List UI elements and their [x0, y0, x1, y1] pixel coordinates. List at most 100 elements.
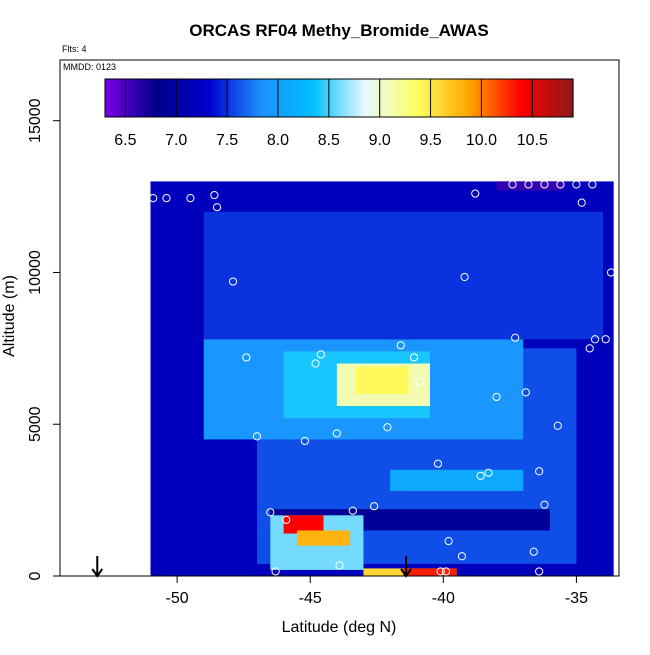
colorbar-segment: [296, 79, 301, 117]
sample-point: [370, 502, 379, 511]
colorbar-segment: [553, 79, 558, 117]
colorbar-segment: [210, 79, 215, 117]
colorbar-segment: [319, 79, 324, 117]
sample-point: [228, 277, 238, 286]
colorbar-segment: [452, 79, 457, 117]
colorbar-segment: [393, 79, 399, 117]
sample-point: [444, 536, 453, 546]
colorbar-segment: [339, 79, 344, 117]
sample-point: [396, 341, 405, 350]
colorbar-segment: [432, 79, 438, 117]
colorbar-segment: [105, 79, 110, 117]
colorbar-segment: [171, 79, 176, 117]
colorbar-segment: [374, 79, 379, 117]
sample-point: [529, 547, 538, 556]
sample-point: [460, 272, 469, 282]
sample-point: [186, 194, 195, 203]
colorbar-segment: [378, 79, 383, 117]
field-cell: [403, 568, 457, 576]
colorbar-segment: [222, 79, 227, 117]
colorbar-segment: [358, 79, 363, 117]
colorbar-segment: [424, 79, 430, 117]
colorbar-segment: [261, 79, 266, 117]
colorbar-segment: [506, 79, 512, 117]
colorbar-segment: [448, 79, 453, 117]
colorbar-segment: [163, 79, 168, 117]
y-tick-label: 10000: [27, 250, 44, 295]
colorbar-segment: [190, 79, 196, 117]
colorbar-segment: [124, 79, 129, 117]
colorbar-segment: [288, 79, 293, 117]
colorbar-segment: [272, 79, 278, 117]
sample-point: [210, 190, 219, 200]
colorbar-segment: [198, 79, 204, 117]
sample-point: [409, 353, 419, 362]
colorbar-segment: [179, 79, 184, 117]
colorbar: 6.5 7.0 7.5 8.0 8.5 9.0 9.5 10.0 10.5: [104, 78, 574, 149]
colorbar-segment: [159, 79, 165, 117]
colorbar-segment: [381, 79, 387, 117]
colorbar-segment: [354, 79, 360, 117]
colorbar-tick-label: 8.5: [318, 132, 340, 149]
colorbar-tick-label: 10.0: [466, 132, 497, 149]
colorbar-segment: [249, 79, 254, 117]
sample-point: [441, 567, 451, 576]
colorbar-segment: [362, 79, 367, 117]
colorbar-segment: [284, 79, 289, 117]
colorbar-segment: [405, 79, 410, 117]
y-tick-label: 0: [27, 571, 44, 580]
sample-point: [332, 429, 341, 438]
colorbar-segment: [495, 79, 500, 117]
sample-point: [508, 180, 517, 189]
colorbar-tick-label: 7.5: [216, 132, 238, 149]
colorbar-segment: [471, 79, 477, 117]
colorbar-segment: [175, 79, 180, 117]
colorbar-tick-label: 8.0: [267, 132, 289, 149]
colorbar-segment: [510, 79, 516, 117]
sample-point: [252, 432, 262, 441]
sample-point: [601, 335, 610, 344]
date-annotation: MMDD: 0123: [63, 62, 116, 72]
colorbar-segment: [128, 79, 133, 117]
x-axis-label: Latitude (deg N): [282, 619, 397, 636]
chart-title: ORCAS RF04 Methy_Bromide_AWAS: [189, 21, 488, 40]
colorbar-segment: [202, 79, 207, 117]
colorbar-segment: [346, 79, 352, 117]
sample-point: [577, 198, 586, 207]
colorbar-segment: [463, 79, 469, 117]
colorbar-segment: [151, 79, 157, 117]
sample-point: [492, 392, 501, 402]
sample-point: [590, 335, 600, 344]
colorbar-segment: [108, 79, 114, 117]
x-tick-label: -50: [166, 590, 189, 607]
colorbar-segment: [331, 79, 336, 117]
sample-point: [572, 180, 581, 189]
y-tick-label: 5000: [27, 406, 44, 442]
colorbar-segment: [541, 79, 547, 117]
y-tick-label: 15000: [27, 98, 44, 143]
colorbar-segment: [514, 79, 519, 117]
colorbar-segment: [225, 79, 231, 117]
colorbar-segment: [311, 79, 317, 117]
colorbar-segment: [245, 79, 250, 117]
colorbar-segment: [385, 79, 391, 117]
colorbar-segment: [456, 79, 461, 117]
sample-point: [471, 189, 480, 198]
colorbar-segment: [459, 79, 465, 117]
sample-point: [484, 468, 493, 477]
colorbar-segment: [518, 79, 523, 117]
colorbar-segment: [401, 79, 406, 117]
colorbar-segment: [545, 79, 551, 117]
colorbar-segment: [409, 79, 414, 117]
colorbar-segment: [132, 79, 137, 117]
y-axis-label: Altitude (m): [1, 275, 18, 357]
colorbar-segment: [186, 79, 192, 117]
colorbar-segment: [229, 79, 235, 117]
colorbar-segment: [502, 79, 508, 117]
field-cell: [203, 211, 604, 340]
colorbar-segment: [167, 79, 172, 117]
sample-point: [535, 567, 544, 576]
sample-point: [316, 350, 325, 359]
colorbar-segment: [537, 79, 543, 117]
